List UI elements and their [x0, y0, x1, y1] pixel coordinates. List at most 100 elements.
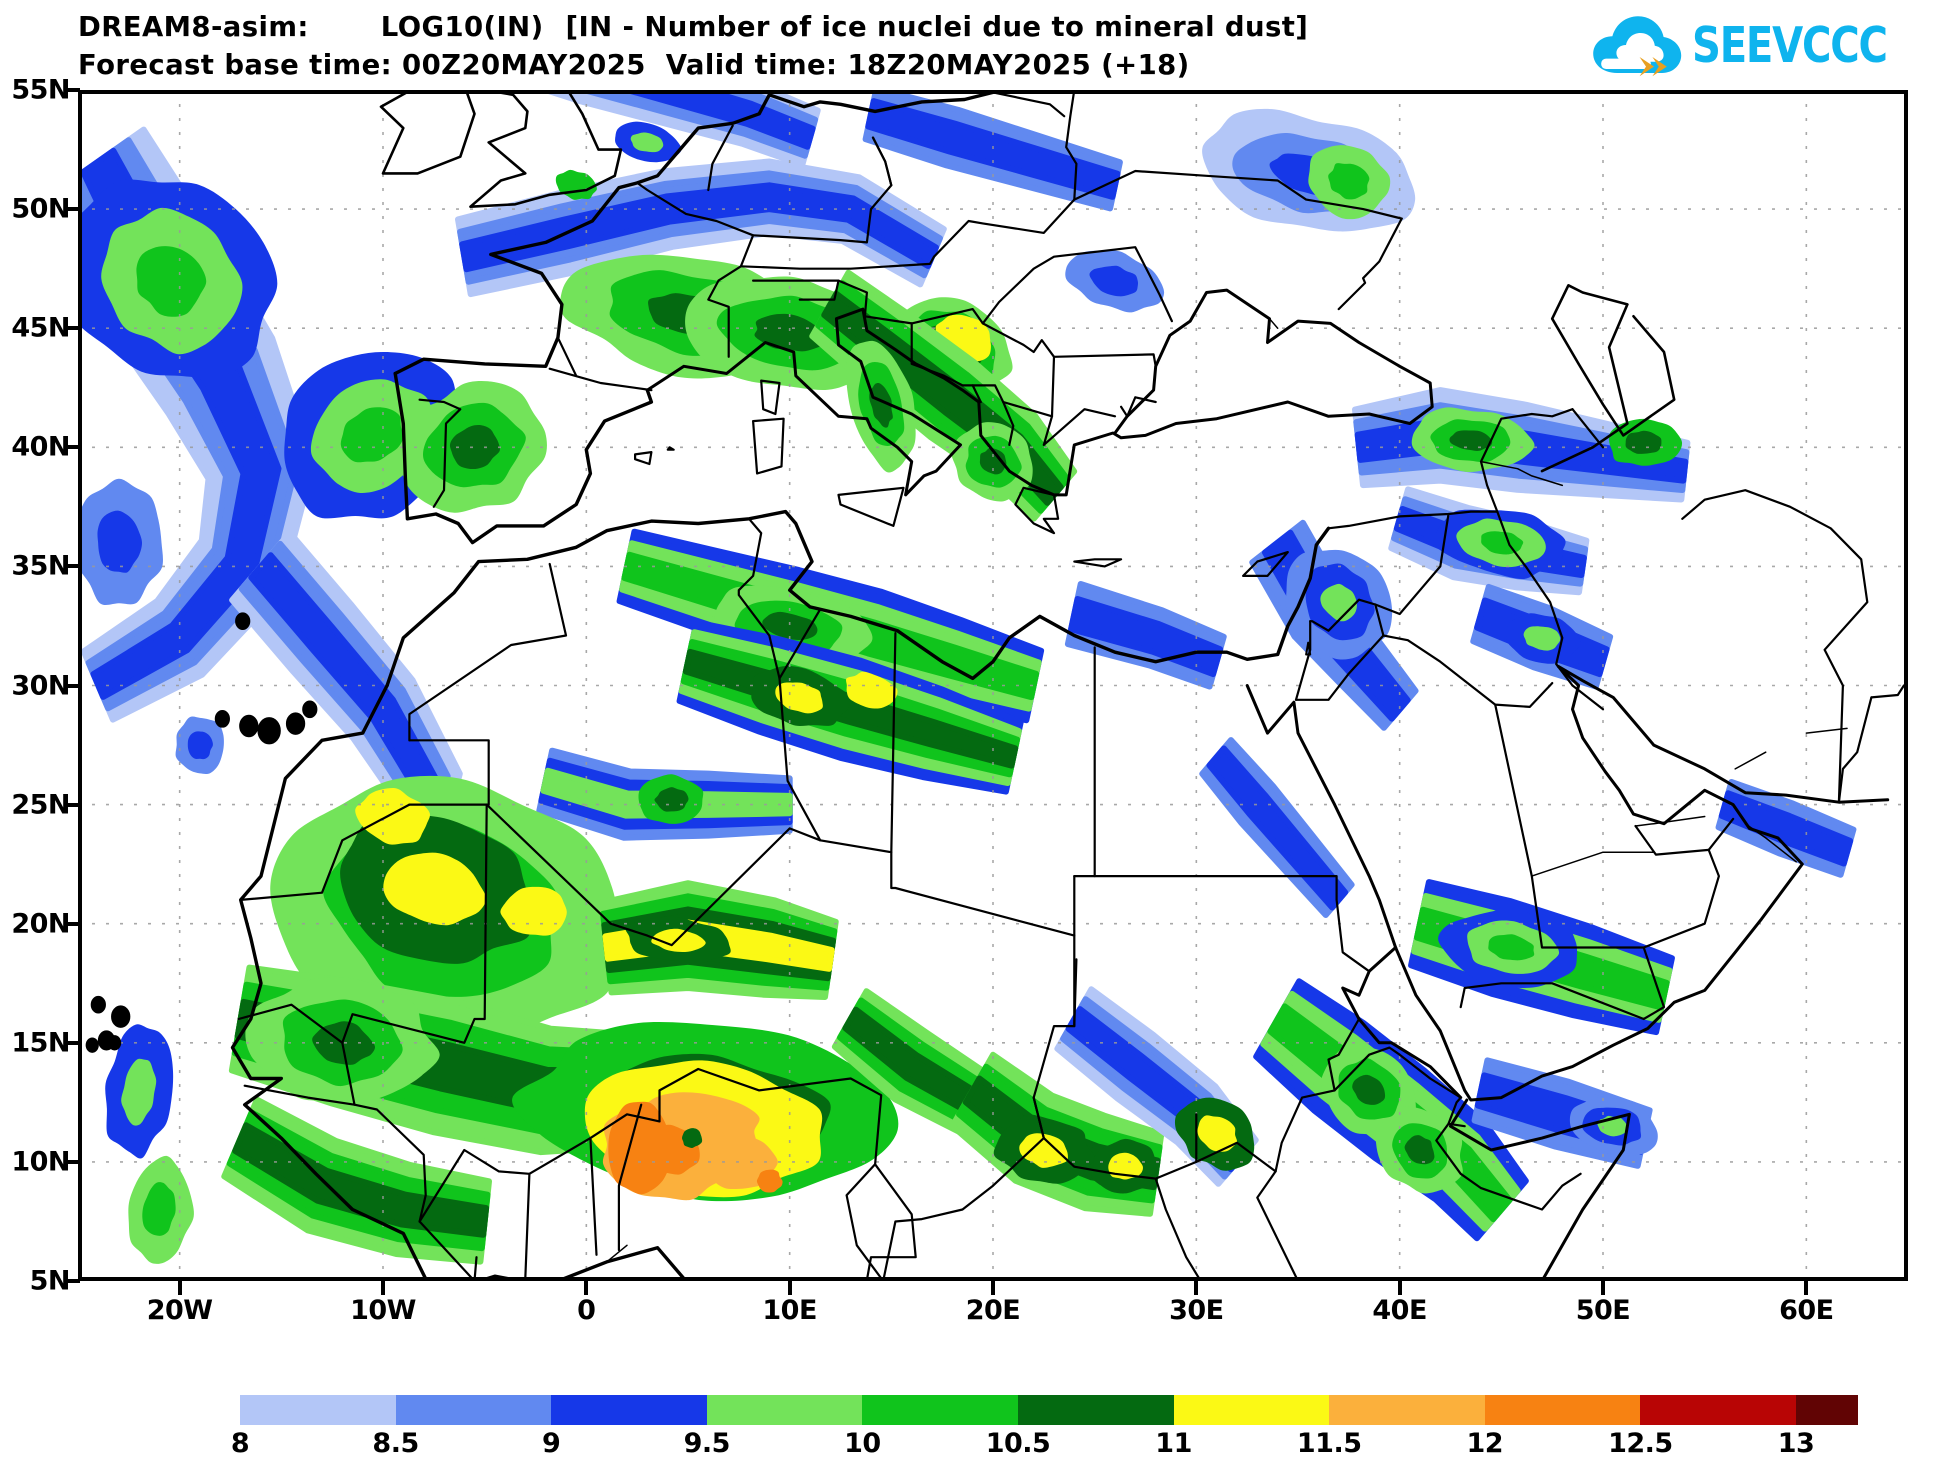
island-marker: [111, 1005, 131, 1028]
island-marker: [302, 700, 318, 719]
lon-tick-mark: [177, 1281, 182, 1295]
geo-line: [243, 1041, 356, 1106]
colorbar-segment[interactable]: [395, 1395, 552, 1425]
field-name: LOG10(IN): [380, 11, 544, 43]
geo-line: [353, 1103, 427, 1223]
colorbar-segment[interactable]: [1795, 1395, 1858, 1425]
lon-tick-mark: [1194, 1281, 1199, 1295]
island-marker: [214, 710, 230, 728]
geo-line: [1065, 90, 1078, 201]
colorbar[interactable]: [240, 1395, 1858, 1425]
geo-line: [981, 322, 1056, 418]
lat-tick-mark: [66, 1040, 80, 1045]
lon-tick-label: 30E: [1169, 1295, 1224, 1326]
geo-line: [1294, 620, 1312, 701]
colorbar-segment[interactable]: [1329, 1395, 1485, 1425]
lon-tick-label: 20W: [146, 1295, 213, 1326]
lon-tick-mark: [584, 1281, 589, 1295]
geo-line: [1327, 408, 1574, 530]
island-marker: [107, 1035, 122, 1051]
geo-line: [1073, 558, 1123, 568]
contour-band: [1488, 934, 1535, 961]
admin-boundary: [1480, 460, 1564, 487]
geo-line: [636, 181, 755, 358]
contour-band: [187, 731, 213, 760]
geo-line: [1435, 1122, 1582, 1211]
colorbar-segment[interactable]: [1484, 1395, 1641, 1425]
geo-line: [1337, 217, 1403, 311]
colorbar-segment[interactable]: [1017, 1395, 1174, 1425]
model-name: DREAM8-asim:: [78, 11, 309, 43]
admin-boundary: [1634, 815, 1706, 827]
lat-tick-mark: [66, 445, 80, 450]
header-line-2: Forecast base time: 00Z20MAY2025 Valid t…: [78, 46, 1638, 84]
colorbar-tick: 10: [844, 1428, 881, 1459]
contour-band: [449, 425, 500, 470]
geo-line: [1073, 875, 1371, 973]
map-frame-border: [78, 90, 1908, 1281]
island-marker: [239, 714, 259, 738]
geo-line: [863, 246, 1173, 325]
contour-band: [651, 928, 706, 953]
colorbar-segment[interactable]: [1640, 1395, 1796, 1425]
contour-band: [608, 1101, 673, 1195]
island-marker: [235, 612, 251, 631]
geo-line: [1120, 396, 1157, 418]
contour-band: [1197, 1115, 1238, 1152]
geo-line: [230, 683, 689, 1281]
colorbar-segment[interactable]: [706, 1395, 863, 1425]
admin-boundary: [1805, 727, 1848, 734]
island-marker: [285, 712, 306, 735]
contour-band: [97, 510, 143, 573]
lon-tick-label: 50E: [1575, 1295, 1631, 1326]
lon-tick-label: 20E: [965, 1295, 1021, 1326]
colorbar-segment[interactable]: [551, 1395, 707, 1425]
colorbar-tick: 10.5: [985, 1428, 1051, 1459]
contour-band: [616, 90, 816, 150]
contour-band: [979, 447, 1007, 475]
lat-tick-label: 25N: [11, 789, 70, 821]
lon-tick-label: 60E: [1779, 1295, 1834, 1326]
geo-line: [910, 322, 982, 404]
geo-line: [393, 90, 1003, 376]
island-marker: [257, 717, 281, 745]
admin-boundary: [1734, 751, 1767, 770]
colorbar-segment[interactable]: [862, 1395, 1018, 1425]
admin-boundary: [605, 1244, 628, 1263]
contour-band: [136, 246, 207, 317]
geo-line: [1002, 400, 1117, 446]
base-time-label: Forecast base time:: [78, 49, 393, 81]
geo-line: [837, 486, 905, 527]
geo-line: [485, 803, 1076, 1140]
colorbar-segment[interactable]: [1173, 1395, 1330, 1425]
geo-line: [1571, 684, 1605, 711]
geo-line: [666, 446, 675, 451]
colorbar-tick: 9.5: [683, 1428, 731, 1459]
contour-band: [1206, 745, 1349, 911]
contour-band: [1089, 265, 1139, 297]
admin-boundary: [1531, 851, 1655, 877]
lat-tick-label: 40N: [11, 431, 70, 463]
lat-tick-mark: [66, 1159, 80, 1164]
geo-line: [393, 371, 654, 545]
contour-band: [1523, 626, 1561, 651]
geo-line: [237, 803, 488, 1044]
colorbar-segment[interactable]: [240, 1395, 396, 1425]
geo-line: [1073, 169, 1403, 220]
colorbar-tick: 11.5: [1296, 1428, 1362, 1459]
geo-line: [385, 509, 1331, 688]
dust-concentration-map[interactable]: [78, 90, 1908, 1281]
geo-line: [760, 379, 781, 416]
map-plot-area[interactable]: [78, 90, 1908, 1281]
lat-tick-label: 20N: [11, 908, 70, 940]
geo-line: [408, 562, 568, 742]
geo-line: [418, 1220, 476, 1281]
contour-band: [1328, 163, 1370, 200]
geo-line: [1154, 1177, 1300, 1281]
contour-band: [630, 132, 664, 153]
contour-band: [340, 407, 404, 463]
header-line-1: DREAM8-asim: LOG10(IN) [IN - Number of ice…: [78, 8, 1638, 46]
geo-line: [865, 1163, 917, 1281]
contour-band: [500, 886, 567, 936]
geo-line: [645, 288, 1434, 497]
